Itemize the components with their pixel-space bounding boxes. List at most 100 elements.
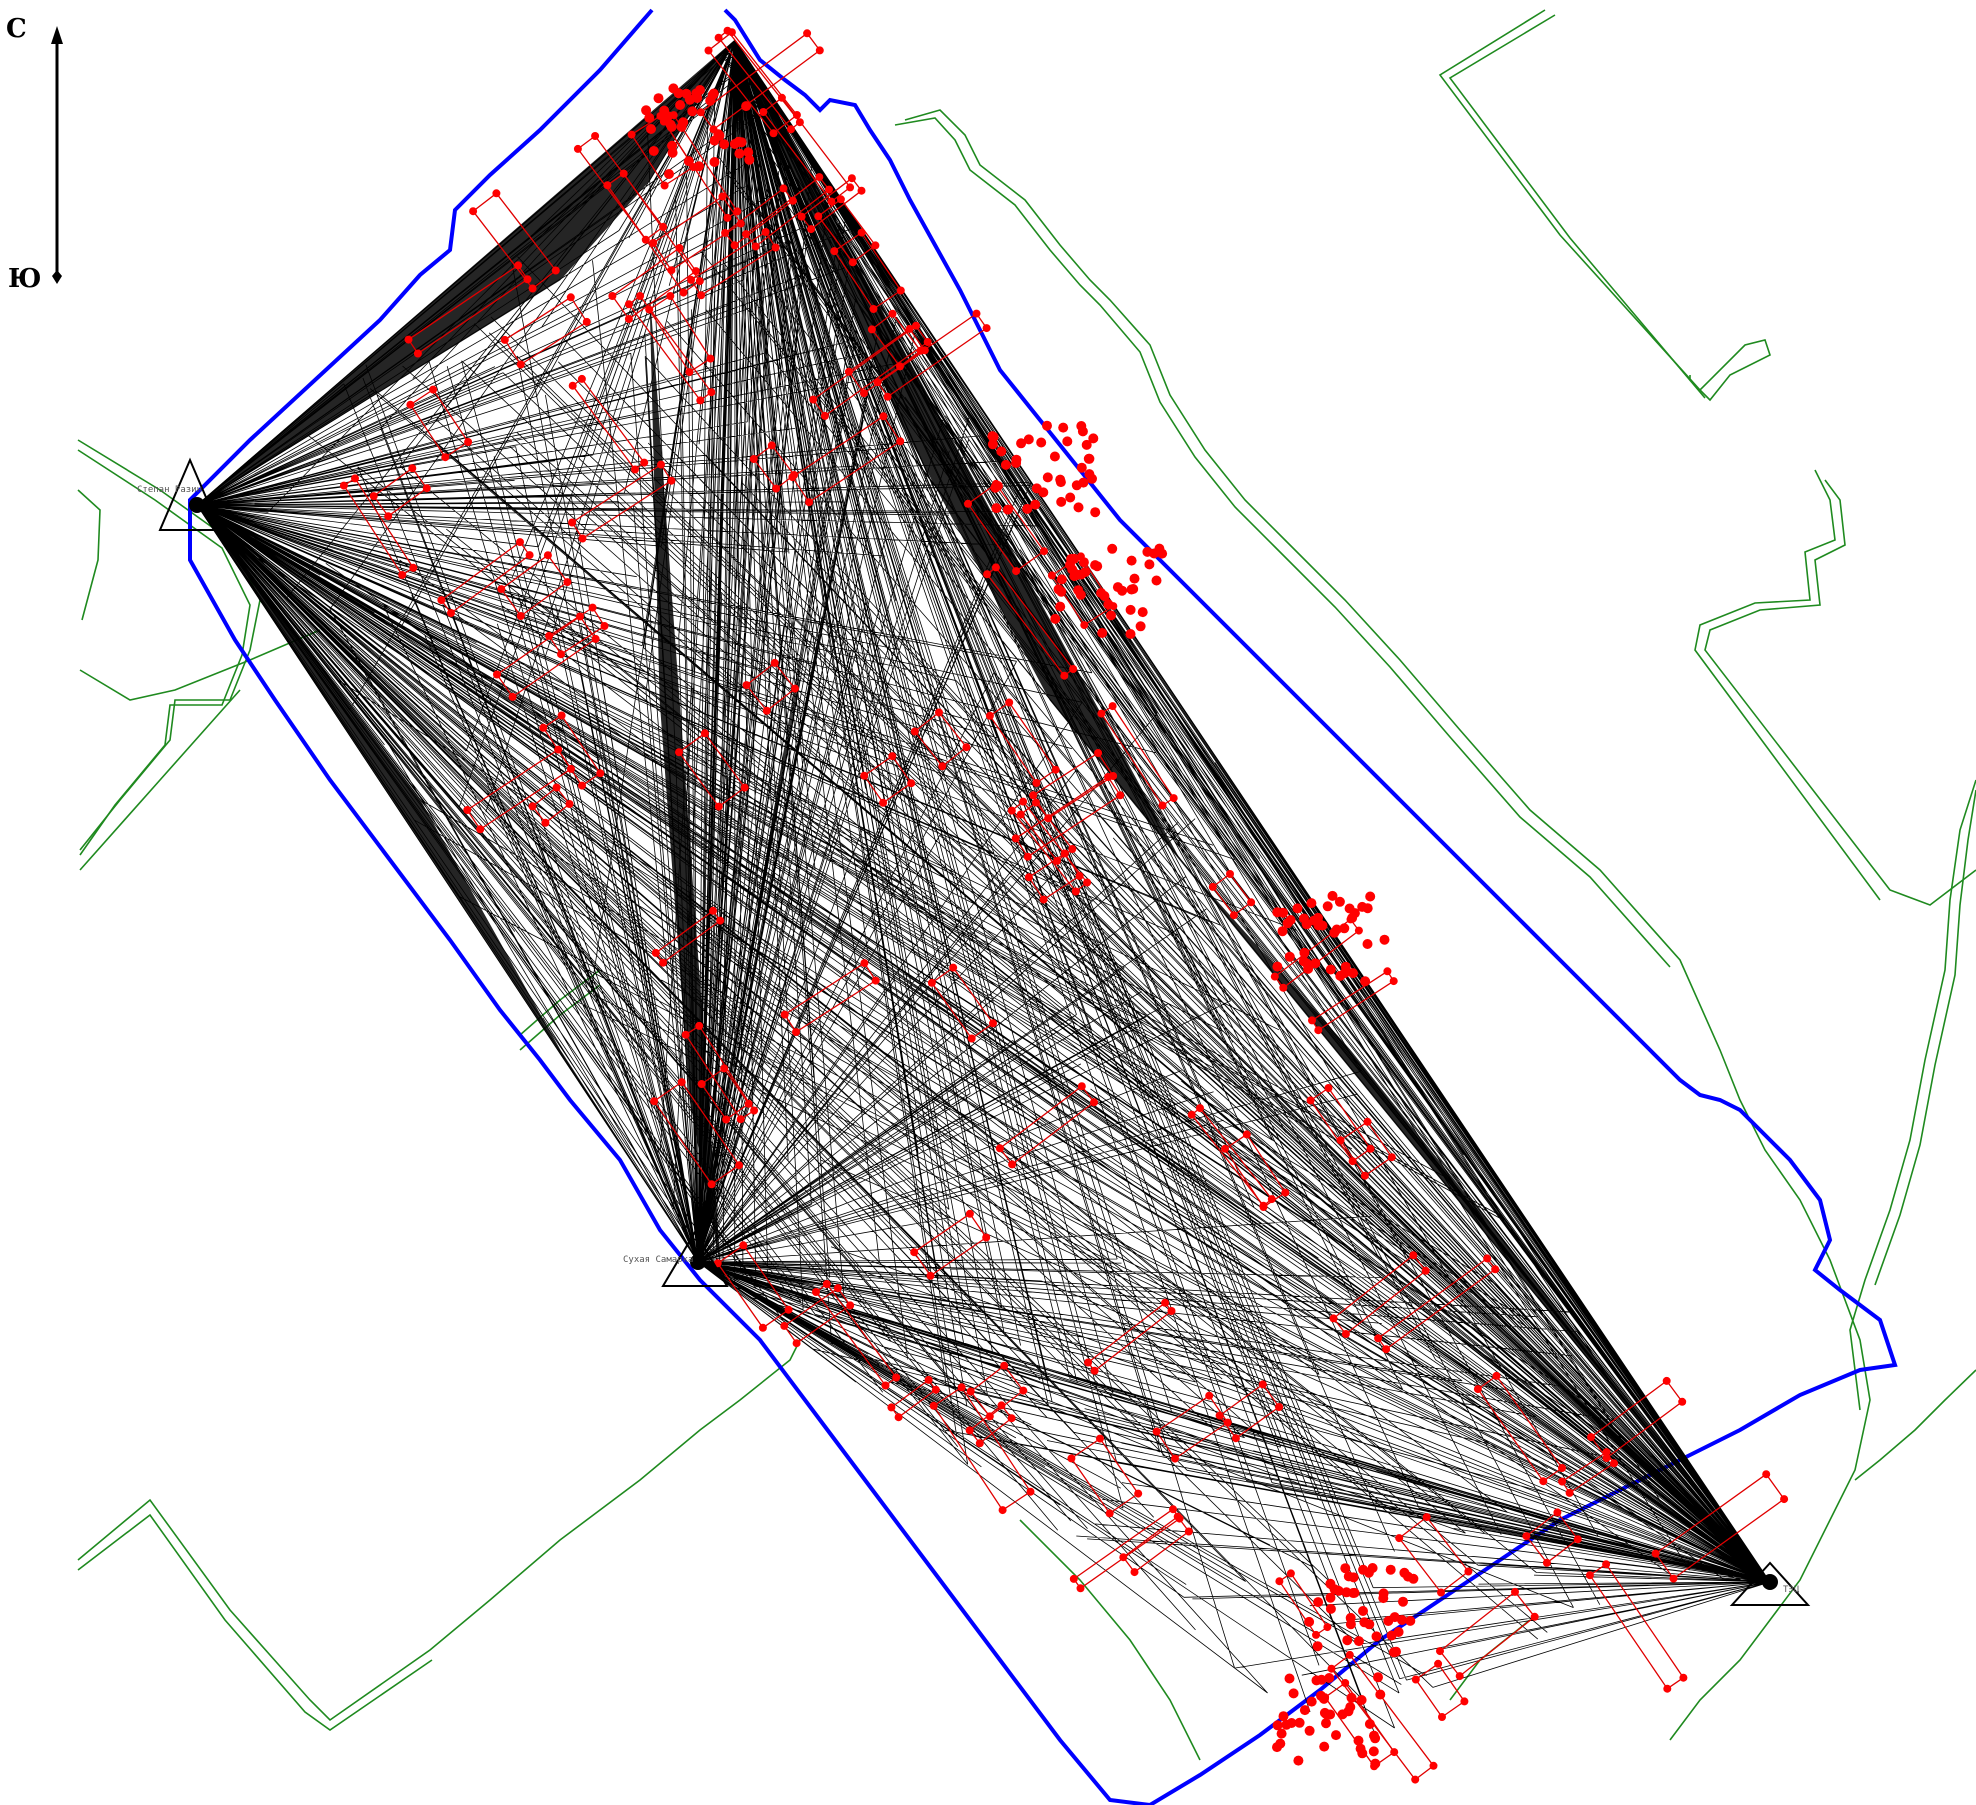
survey-point bbox=[991, 503, 1002, 514]
survey-point bbox=[500, 335, 509, 344]
survey-point bbox=[1539, 1477, 1548, 1486]
survey-point bbox=[573, 144, 582, 153]
station-tets[interactable]: ТЭЦ bbox=[1729, 1561, 1811, 1606]
survey-point bbox=[1272, 1720, 1283, 1731]
survey-point bbox=[641, 105, 652, 116]
survey-point bbox=[1151, 575, 1162, 586]
survey-point bbox=[836, 195, 845, 204]
survey-point bbox=[596, 769, 605, 778]
survey-point bbox=[705, 95, 716, 106]
survey-point bbox=[1099, 591, 1110, 601]
survey-point bbox=[1278, 1711, 1289, 1722]
survey-point bbox=[1385, 1564, 1396, 1575]
survey-point bbox=[1299, 947, 1310, 958]
survey-point bbox=[744, 154, 755, 165]
survey-point bbox=[707, 388, 716, 397]
survey-point bbox=[650, 1097, 659, 1106]
survey-point bbox=[1083, 453, 1094, 464]
survey-point bbox=[1032, 798, 1040, 807]
survey-point bbox=[792, 1339, 801, 1348]
survey-point bbox=[1036, 437, 1047, 448]
survey-point bbox=[1090, 507, 1101, 518]
survey-point bbox=[1317, 920, 1328, 931]
survey-point bbox=[1069, 1574, 1078, 1583]
survey-point bbox=[369, 492, 378, 501]
station-stepan-razin[interactable]: Степан Разин bbox=[137, 457, 222, 531]
observation-line-set bbox=[196, 39, 1771, 1737]
survey-point bbox=[1076, 1584, 1085, 1593]
survey-point bbox=[1242, 1130, 1251, 1139]
observation-wedge bbox=[649, 299, 721, 1263]
survey-point bbox=[1047, 571, 1056, 580]
survey-point bbox=[965, 1426, 974, 1435]
station-sukhaya-samarka[interactable]: Сухая Самарка bbox=[623, 1230, 729, 1287]
survey-point bbox=[1277, 926, 1288, 937]
survey-point bbox=[743, 147, 754, 158]
survey-point bbox=[1007, 806, 1016, 815]
survey-point bbox=[860, 959, 869, 968]
survey-point bbox=[469, 207, 478, 216]
survey-point bbox=[795, 118, 804, 127]
survey-point bbox=[1279, 983, 1288, 992]
survey-point bbox=[687, 106, 698, 117]
survey-point bbox=[772, 484, 781, 493]
survey-point bbox=[695, 1021, 704, 1030]
survey-point bbox=[1284, 951, 1295, 962]
survey-point bbox=[675, 748, 683, 757]
survey-point bbox=[1270, 972, 1279, 981]
survey-point bbox=[1065, 492, 1076, 503]
survey-point bbox=[1299, 1705, 1310, 1716]
survey-point bbox=[972, 309, 981, 318]
survey-point bbox=[1107, 543, 1118, 554]
survey-point bbox=[1077, 1082, 1086, 1091]
survey-point bbox=[624, 315, 633, 323]
survey-point bbox=[1308, 1016, 1316, 1025]
survey-point bbox=[525, 551, 534, 560]
survey-point bbox=[398, 571, 407, 579]
survey-point bbox=[844, 367, 853, 376]
survey-point bbox=[805, 498, 814, 507]
survey-point bbox=[675, 100, 686, 110]
survey-point bbox=[1040, 547, 1048, 556]
survey-point bbox=[896, 362, 904, 371]
survey-point bbox=[1128, 584, 1139, 594]
survey-point bbox=[646, 124, 656, 134]
survey-point bbox=[1039, 895, 1048, 904]
survey-point bbox=[1473, 1385, 1482, 1394]
survey-point bbox=[1358, 1606, 1368, 1616]
survey-point bbox=[987, 439, 998, 450]
survey-point bbox=[1342, 1635, 1353, 1646]
survey-point bbox=[694, 161, 704, 172]
survey-point bbox=[1353, 1636, 1364, 1647]
survey-point bbox=[1167, 1307, 1176, 1315]
survey-point bbox=[1301, 919, 1312, 930]
survey-point bbox=[1042, 472, 1053, 483]
survey-point bbox=[1344, 903, 1355, 914]
survey-point bbox=[788, 196, 797, 205]
survey-point bbox=[1247, 898, 1256, 907]
survey-point bbox=[767, 441, 776, 450]
survey-point bbox=[1333, 1585, 1344, 1596]
survey-point bbox=[543, 551, 552, 560]
survey-point bbox=[1602, 1454, 1611, 1462]
survey-point bbox=[750, 1106, 759, 1115]
station-label: ТЭЦ bbox=[1783, 1585, 1800, 1595]
survey-point bbox=[709, 906, 717, 915]
survey-point bbox=[1104, 773, 1113, 781]
survey-point bbox=[1382, 1345, 1391, 1354]
survey-point bbox=[1075, 871, 1084, 880]
survey-point bbox=[1012, 567, 1021, 576]
survey-point bbox=[1000, 1361, 1009, 1370]
survey-point bbox=[1348, 968, 1358, 979]
survey-point bbox=[627, 130, 636, 139]
survey-point bbox=[1313, 912, 1323, 923]
survey-point bbox=[539, 723, 548, 732]
survey-point bbox=[1370, 1758, 1381, 1769]
survey-point bbox=[576, 612, 584, 621]
survey-point bbox=[1007, 1414, 1016, 1423]
survey-point bbox=[714, 130, 725, 141]
survey-point bbox=[910, 1248, 919, 1257]
survey-point bbox=[965, 1209, 974, 1218]
survey-point bbox=[1038, 487, 1049, 498]
